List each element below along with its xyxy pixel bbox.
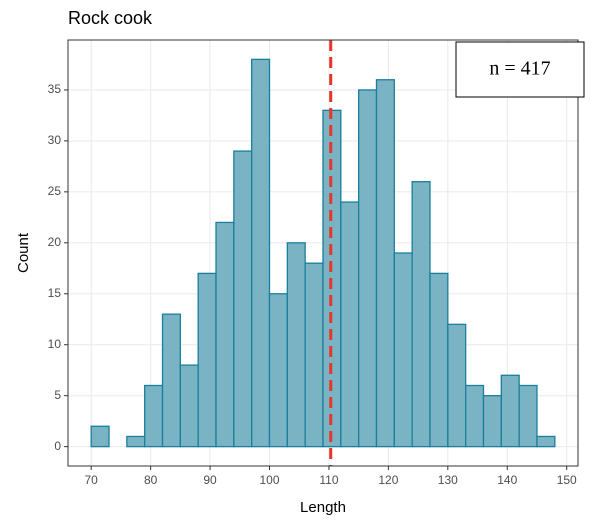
y-tick-label: 10 [48, 337, 62, 351]
bar [536, 435, 556, 448]
x-tick-label: 110 [319, 473, 338, 487]
bar [465, 384, 485, 448]
y-tick-label: 30 [48, 133, 62, 147]
x-tick-label: 120 [378, 473, 398, 487]
y-tick-label: 20 [48, 235, 62, 249]
x-axis-label: Length [300, 499, 346, 516]
bar [358, 89, 378, 448]
y-tick-label: 25 [48, 184, 62, 198]
y-axis-label: Count [15, 232, 32, 273]
bar [268, 293, 288, 448]
bar [375, 79, 395, 448]
bar [215, 221, 235, 448]
bar [90, 425, 110, 448]
y-tick-label: 0 [54, 439, 61, 453]
y-tick-label: 35 [48, 82, 62, 96]
bar [393, 252, 413, 448]
bar [500, 374, 520, 448]
bar [411, 181, 431, 448]
bar [429, 272, 449, 448]
plot-border [67, 39, 579, 467]
bar [179, 364, 199, 448]
bar [286, 242, 306, 448]
y-tick-label: 5 [54, 388, 61, 402]
x-tick-label: 70 [85, 473, 99, 487]
bar [144, 384, 164, 448]
bar [197, 272, 217, 448]
bar [447, 323, 467, 448]
x-tick-label: 80 [144, 473, 158, 487]
bar [482, 395, 502, 448]
annotation-box [455, 41, 585, 98]
x-tick-label: 130 [438, 473, 458, 487]
annotation: n = 417 [489, 58, 550, 80]
bar [518, 384, 538, 448]
x-tick-label: 140 [497, 473, 517, 487]
bar [304, 262, 324, 448]
bar [126, 435, 146, 448]
bar [340, 201, 360, 448]
bar [251, 58, 271, 448]
chart-title: Rock cook [68, 8, 153, 28]
x-tick-label: 150 [557, 473, 577, 487]
bar [233, 150, 253, 448]
x-tick-label: 90 [203, 473, 217, 487]
y-tick-label: 15 [48, 286, 62, 300]
bar [161, 313, 181, 448]
x-tick-label: 100 [259, 473, 279, 487]
